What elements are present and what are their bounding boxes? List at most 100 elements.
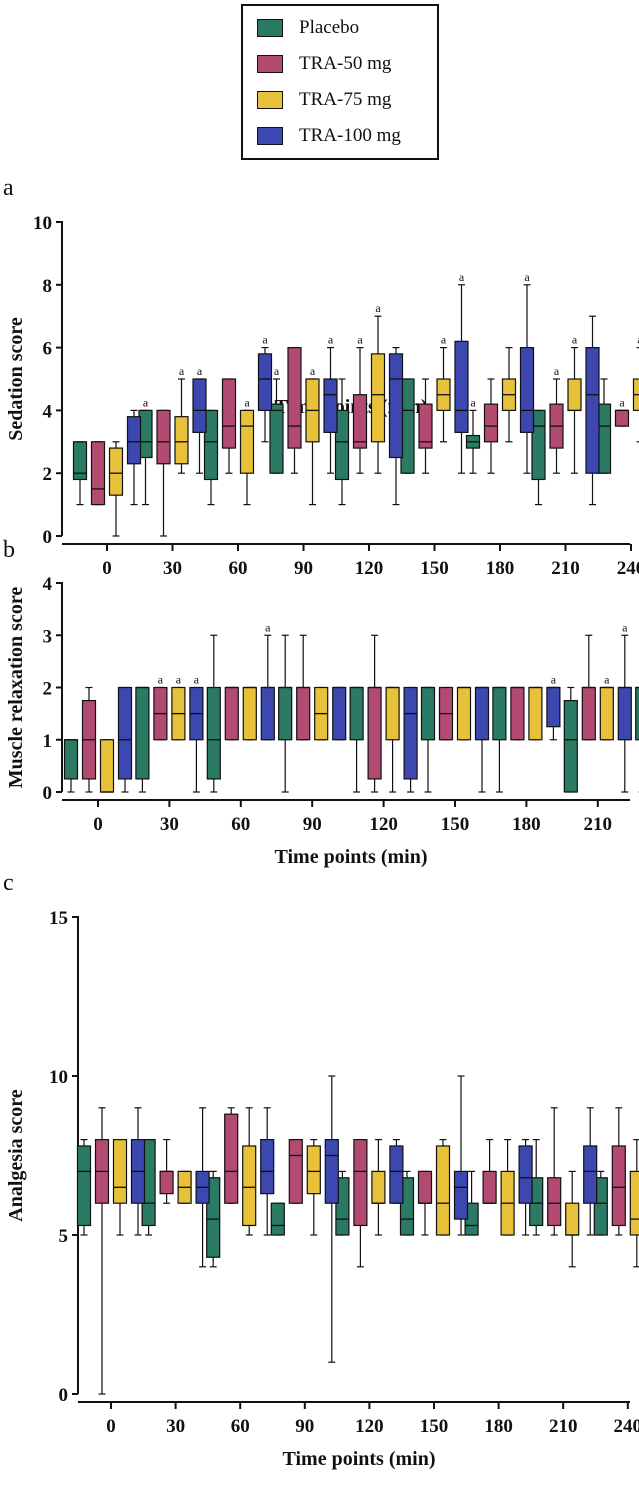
x-tick-label: 150 [420, 1416, 449, 1437]
box-tra-75-mg-t60 [242, 1107, 257, 1236]
box-iqr [270, 1202, 285, 1236]
box-iqr [260, 1138, 275, 1195]
significance-label: a [310, 364, 316, 378]
box-placebo-t120 [334, 378, 350, 506]
box-tra-75-mg-t120: a [370, 301, 386, 474]
box-tra-100-mg-t90: a [323, 333, 338, 474]
x-tick-label: 30 [166, 1416, 185, 1437]
significance-label: a [357, 333, 363, 347]
y-tick-label: 4 [43, 574, 53, 595]
box-tra-100-mg-t120 [388, 347, 404, 506]
box-tra-100-mg-t30: a [189, 673, 204, 793]
significance-label: a [244, 395, 250, 409]
x-tick-label: 210 [584, 814, 613, 835]
significance-label: a [622, 620, 628, 634]
box-iqr [599, 686, 614, 741]
box-iqr [287, 347, 302, 449]
box-iqr [435, 1145, 451, 1236]
box-tra-75-mg-t60 [242, 686, 257, 741]
x-axis-title: Time points (min) [283, 1448, 436, 1470]
box-iqr [72, 441, 88, 481]
box-placebo-t150 [420, 686, 436, 793]
box-iqr [206, 1177, 221, 1258]
box-placebo-t180: a [465, 395, 481, 474]
box-iqr [519, 347, 535, 433]
significance-label: a [176, 673, 182, 687]
box-iqr [614, 409, 630, 427]
y-tick-label: 5 [59, 1226, 69, 1247]
box-iqr [335, 1177, 350, 1236]
x-tick-label: 60 [231, 814, 250, 835]
box-tra-75-mg-t30: a [171, 673, 186, 741]
box-tra-100-mg-t30 [195, 1107, 210, 1268]
box-placebo-t180 [492, 686, 507, 793]
box-placebo-t240 [593, 1170, 608, 1236]
legend-label: TRA-75 mg [299, 89, 392, 110]
box-placebo-t0 [72, 441, 88, 506]
box-tra-50-mg-t30: a [153, 673, 168, 741]
significance-label: a [604, 673, 610, 687]
box-tra-100-mg-t210 [583, 1107, 598, 1236]
box-iqr [159, 1170, 174, 1195]
box-iqr [420, 686, 436, 741]
box-iqr [126, 416, 142, 465]
box-tra-50-mg-t180 [482, 1138, 497, 1204]
box-tra-100-mg-t120 [403, 686, 418, 793]
significance-label: a [328, 333, 334, 347]
significance-label: a [194, 673, 200, 687]
x-tick-label: 120 [355, 1416, 384, 1437]
box-iqr [531, 409, 546, 481]
significance-label: a [158, 673, 164, 687]
box-tra-75-mg-t180 [528, 686, 543, 741]
box-iqr [403, 686, 418, 780]
box-iqr [371, 1170, 386, 1204]
box-iqr [518, 1145, 533, 1204]
y-tick-label: 2 [43, 464, 53, 485]
y-tick-label: 10 [49, 1067, 68, 1088]
y-tick-label: 15 [49, 908, 68, 929]
box-iqr [581, 686, 596, 741]
y-tick-label: 10 [33, 213, 52, 234]
box-tra-100-mg-t30: a [192, 364, 207, 474]
box-tra-75-mg-t0 [112, 1138, 128, 1236]
y-axis-title: Muscle relaxation score [5, 587, 27, 789]
box-tra-100-mg-t60 [260, 1107, 275, 1236]
x-tick-label: 0 [93, 814, 103, 835]
box-iqr [332, 686, 347, 741]
box-tra-100-mg-t210: a [617, 620, 632, 793]
y-tick-label: 2 [43, 679, 53, 700]
box-iqr [563, 699, 578, 793]
box-iqr [629, 1170, 639, 1236]
box-tra-50-mg-t180 [510, 686, 525, 741]
significance-label: a [441, 333, 447, 347]
box-tra-50-mg-t210 [581, 634, 596, 741]
box-tra-50-mg-t0 [81, 686, 97, 793]
box-tra-100-mg-t150 [474, 686, 490, 793]
x-axis-title: Time points (min) [275, 846, 428, 868]
box-tra-50-mg-t240: a [614, 395, 630, 427]
box-iqr [257, 353, 273, 412]
box-iqr [565, 1202, 580, 1236]
box-tra-100-mg-t210 [585, 315, 600, 506]
box-placebo-t0 [63, 739, 79, 793]
box-tra-75-mg-t120 [371, 1138, 386, 1236]
box-iqr [135, 686, 150, 780]
box-tra-50-mg-t90 [288, 1138, 303, 1204]
legend-swatch-tra-100 [257, 127, 283, 145]
box-tra-100-mg-t180: a [546, 673, 561, 741]
box-tra-75-mg-t150: a [436, 333, 451, 443]
box-tra-50-mg-t60 [224, 686, 239, 741]
x-tick-label: 90 [303, 814, 322, 835]
x-tick-label: 30 [163, 558, 182, 579]
box-iqr [528, 686, 543, 741]
box-tra-100-mg-t150 [453, 1075, 469, 1236]
box-iqr [585, 347, 600, 474]
x-tick-label: 210 [551, 558, 580, 579]
box-iqr [242, 1145, 257, 1227]
box-iqr [117, 686, 133, 780]
x-tick-label: 0 [106, 1416, 116, 1437]
box-iqr [456, 686, 472, 741]
significance-label: a [470, 395, 476, 409]
box-placebo-t90 [270, 1202, 285, 1236]
